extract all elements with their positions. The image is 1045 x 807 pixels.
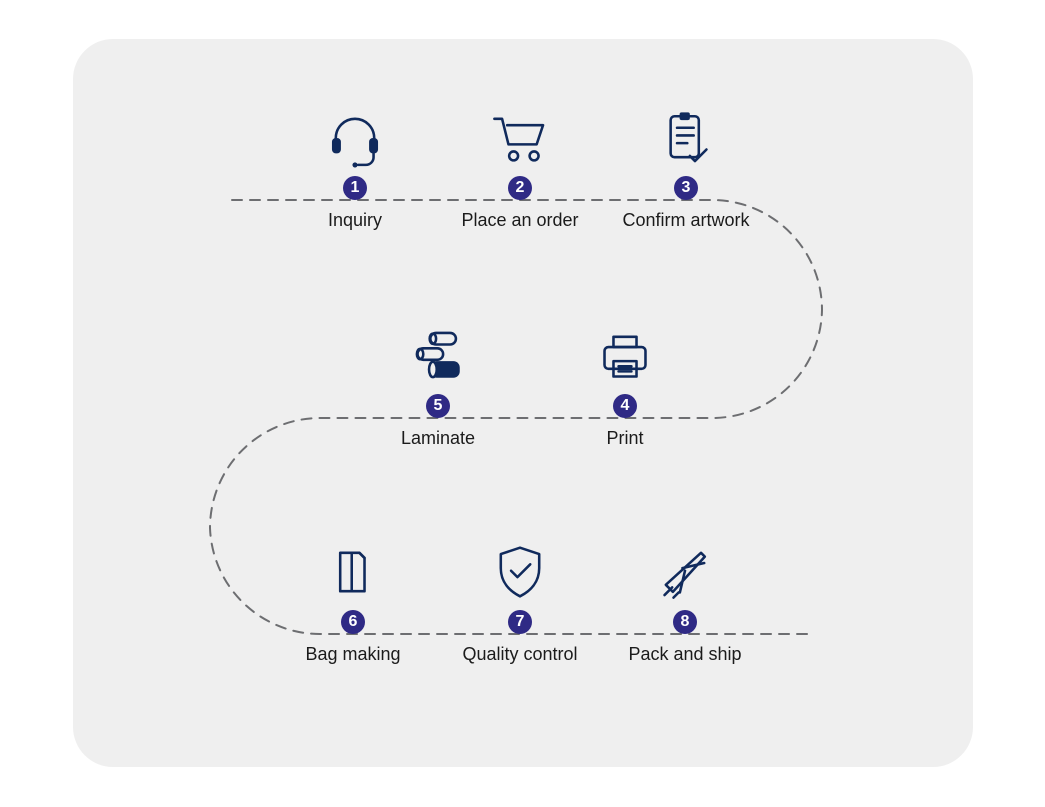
step-number: 3 (674, 176, 698, 200)
process-step: 3 Confirm artwork (601, 106, 771, 231)
process-step: 6 Bag making (268, 540, 438, 665)
step-number: 6 (341, 610, 365, 634)
canvas: 1 Inquiry 2 Place an order 3 Confirm artwork 4… (0, 0, 1045, 807)
plane-icon (600, 540, 770, 604)
step-number: 7 (508, 610, 532, 634)
step-label: Inquiry (270, 210, 440, 231)
step-label: Print (540, 428, 710, 449)
step-label: Quality control (435, 644, 605, 665)
step-label: Bag making (268, 644, 438, 665)
step-number: 5 (426, 394, 450, 418)
step-label: Pack and ship (600, 644, 770, 665)
step-label: Place an order (435, 210, 605, 231)
rolls-icon (353, 324, 523, 388)
clipboard-icon (601, 106, 771, 170)
printer-icon (540, 324, 710, 388)
cart-icon (435, 106, 605, 170)
shield-icon (435, 540, 605, 604)
step-number: 4 (613, 394, 637, 418)
step-number: 2 (508, 176, 532, 200)
process-step: 7 Quality control (435, 540, 605, 665)
process-step: 8 Pack and ship (600, 540, 770, 665)
process-step: 4 Print (540, 324, 710, 449)
bag-icon (268, 540, 438, 604)
process-step: 5 Laminate (353, 324, 523, 449)
step-label: Laminate (353, 428, 523, 449)
step-number: 8 (673, 610, 697, 634)
step-label: Confirm artwork (601, 210, 771, 231)
step-number: 1 (343, 176, 367, 200)
process-step: 1 Inquiry (270, 106, 440, 231)
process-step: 2 Place an order (435, 106, 605, 231)
headset-icon (270, 106, 440, 170)
